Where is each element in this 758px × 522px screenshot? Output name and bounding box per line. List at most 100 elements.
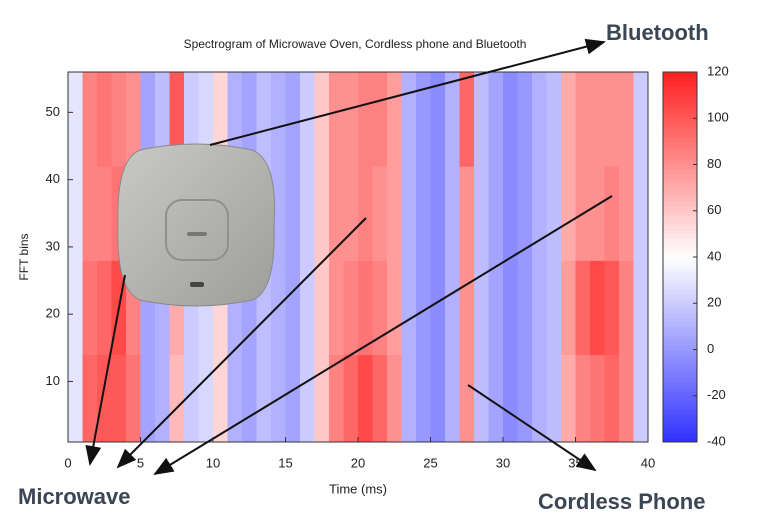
heatmap-cell: [314, 166, 330, 261]
colorbar-swatch: [663, 159, 697, 165]
heatmap-cell: [546, 260, 562, 356]
heatmap-cell: [198, 354, 214, 443]
heatmap-cell: [532, 354, 547, 443]
colorbar-swatch: [663, 146, 697, 152]
heatmap-cell: [532, 260, 547, 356]
heatmap-cell: [271, 72, 286, 167]
colorbar-swatch: [663, 321, 697, 327]
colorbar-swatch: [663, 233, 697, 239]
heatmap-cell: [97, 166, 112, 261]
colorbar-swatch: [663, 377, 697, 383]
colorbar-swatch: [663, 238, 697, 244]
heatmap-cell: [488, 354, 504, 443]
colorbar-swatch: [663, 326, 697, 332]
chart-title: Spectrogram of Microwave Oven, Cordless …: [184, 37, 527, 51]
colorbar-swatch: [663, 90, 697, 96]
heatmap-cell: [416, 260, 431, 356]
heatmap-cell: [300, 354, 315, 443]
colorbar-swatch: [663, 252, 697, 258]
x-tick-label: 25: [423, 455, 437, 470]
heatmap-cell: [68, 260, 83, 356]
colorbar-swatch: [663, 386, 697, 392]
heatmap-cell: [575, 260, 591, 356]
heatmap-cell: [619, 166, 634, 261]
x-tick-label: 35: [568, 455, 582, 470]
heatmap-cell: [517, 354, 533, 443]
heatmap-cell: [561, 354, 576, 443]
annotation: Bluetooth: [606, 20, 709, 45]
heatmap-cell: [416, 72, 431, 167]
y-tick-label: 40: [46, 171, 60, 186]
heatmap-cell: [169, 354, 185, 443]
heatmap-cell: [561, 260, 576, 356]
heatmap-cell: [590, 260, 605, 356]
heatmap-cell: [488, 166, 504, 261]
heatmap-cell: [416, 354, 431, 443]
heatmap-cell: [604, 354, 620, 443]
colorbar-swatch: [663, 132, 697, 138]
colorbar-swatch: [663, 206, 697, 212]
colorbar-tick-label: 120: [707, 63, 729, 78]
heatmap-cell: [97, 354, 112, 443]
y-tick-label: 30: [46, 238, 60, 253]
heatmap-cell: [387, 260, 402, 356]
heatmap-cell: [358, 166, 373, 261]
heatmap-cell: [633, 260, 649, 356]
colorbar-swatch: [663, 178, 697, 184]
heatmap-cell: [358, 260, 373, 356]
heatmap-cell: [430, 166, 446, 261]
heatmap-cell: [68, 354, 83, 443]
colorbar-swatch: [663, 349, 697, 355]
x-tick-label: 20: [351, 455, 365, 470]
heatmap-cell: [445, 354, 460, 443]
heatmap-cell: [329, 166, 344, 261]
colorbar-swatch: [663, 247, 697, 253]
colorbar-swatch: [663, 81, 697, 87]
heatmap-cell: [532, 166, 547, 261]
colorbar-tick-label: 20: [707, 295, 721, 310]
colorbar-swatch: [663, 284, 697, 290]
colorbar-swatch: [663, 303, 697, 309]
heatmap-cell: [546, 354, 562, 443]
heatmap-cell: [488, 260, 504, 356]
y-tick-label: 10: [46, 373, 60, 388]
colorbar-swatch: [663, 95, 697, 101]
heatmap-cell: [561, 166, 576, 261]
heatmap-cell: [285, 354, 301, 443]
heatmap-cell: [546, 72, 562, 167]
colorbar-swatch: [663, 298, 697, 304]
colorbar: [663, 72, 697, 443]
colorbar-tick-label: 60: [707, 202, 721, 217]
colorbar-swatch: [663, 405, 697, 411]
heatmap-cell: [445, 260, 460, 356]
heatmap-cell: [97, 72, 112, 167]
heatmap-cell: [532, 72, 547, 167]
colorbar-swatch: [663, 72, 697, 78]
colorbar-swatch: [663, 187, 697, 193]
heatmap-cell: [633, 166, 649, 261]
heatmap-cell: [517, 260, 533, 356]
heatmap-cell: [387, 166, 402, 261]
colorbar-swatch: [663, 363, 697, 369]
heatmap-cell: [329, 72, 344, 167]
heatmap-cell: [430, 260, 446, 356]
heatmap-cell: [343, 260, 359, 356]
colorbar-swatch: [663, 317, 697, 323]
colorbar-swatch: [663, 141, 697, 147]
heatmap-cell: [561, 72, 576, 167]
colorbar-tick-label: -20: [707, 387, 726, 402]
colorbar-swatch: [663, 409, 697, 415]
heatmap-cell: [430, 354, 446, 443]
heatmap-cell: [140, 72, 156, 167]
heatmap-cell: [68, 166, 83, 261]
heatmap-cell: [474, 72, 489, 167]
heatmap-cell: [300, 166, 315, 261]
heatmap-cell: [126, 72, 141, 167]
x-tick-label: 0: [64, 455, 71, 470]
heatmap-cell: [517, 72, 533, 167]
colorbar-swatch: [663, 344, 697, 350]
heatmap-cell: [155, 354, 170, 443]
colorbar-tick-label: 100: [707, 110, 729, 125]
heatmap-cell: [213, 354, 228, 443]
heatmap-cell: [503, 260, 518, 356]
